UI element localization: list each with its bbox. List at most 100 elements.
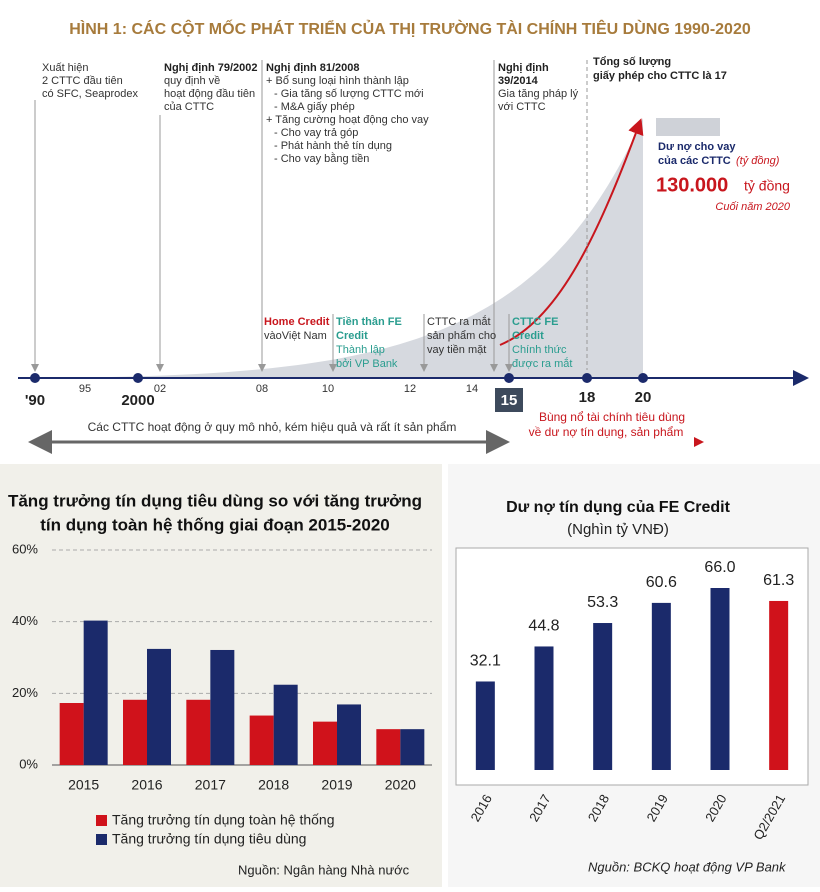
event-text: Gia tăng pháp lý <box>498 88 579 100</box>
event-text: với CTTC <box>498 101 546 113</box>
debt-label: Dư nợ cho vay <box>658 141 736 153</box>
timeline-dots <box>30 373 648 383</box>
event-text: - M&A giấy phép <box>274 101 355 113</box>
bar <box>769 600 789 770</box>
event-heading: Tiền thân FE <box>336 316 402 328</box>
x-tick-label: 2017 <box>195 777 226 793</box>
event-text: - Gia tăng số lượng CTTC mới <box>274 88 424 100</box>
y-tick-label: 40% <box>12 613 38 628</box>
event-text: quy định về <box>164 75 220 87</box>
bar <box>59 703 84 765</box>
year-label: 20 <box>635 389 652 406</box>
event-arrows <box>31 60 588 372</box>
value-label: 44.8 <box>528 618 559 635</box>
x-tick-label: 2019 <box>321 777 352 793</box>
value-label: 32.1 <box>470 653 501 670</box>
bar <box>186 699 211 765</box>
bar <box>534 646 554 770</box>
x-tick-label: 2016 <box>131 777 162 793</box>
bar <box>400 729 425 765</box>
source: Nguồn: Ngân hàng Nhà nước <box>238 862 410 877</box>
y-tick-label: 60% <box>12 541 38 556</box>
year-label: 10 <box>322 383 334 395</box>
event-text: + Bổ sung loại hình thành lập <box>266 75 409 87</box>
event-text: sản phẩm cho <box>427 330 496 342</box>
event-text: của CTTC <box>164 101 214 113</box>
event-text: vay tiền mặt <box>427 344 486 356</box>
year-box <box>495 388 523 412</box>
bar <box>313 721 337 765</box>
year-label: 14 <box>466 383 478 395</box>
year-label: 15 <box>501 392 518 409</box>
phase-text: về dư nợ tín dụng, sản phẩm <box>529 425 684 439</box>
value-label: 61.3 <box>763 572 794 589</box>
debt-unit: (tỷ đồng) <box>736 155 780 167</box>
event-text: vàoViệt Nam <box>264 330 327 342</box>
event-text: Xuất hiện <box>42 62 88 74</box>
arrow-head <box>694 437 704 447</box>
event-text: - Phát hành thẻ tín dụng <box>274 140 392 152</box>
x-tick-label: 2020 <box>385 777 416 793</box>
event-text: 2 CTTC đầu tiên <box>42 75 123 87</box>
value-label: 66.0 <box>704 559 735 576</box>
debt-amount-unit: tỷ đồng <box>744 178 790 194</box>
debt-amount: 130.000 <box>656 174 728 196</box>
event-heading: giấy phép cho CTTC là 17 <box>593 70 727 82</box>
area-shape <box>35 118 643 378</box>
event-text: hoạt động đầu tiên <box>164 88 255 100</box>
year-label: 02 <box>154 383 166 395</box>
bar <box>83 620 108 765</box>
event-heading: Home Credit <box>264 316 330 328</box>
bar <box>249 715 274 765</box>
event-heading: CTTC FE <box>512 316 558 328</box>
bar <box>475 681 495 770</box>
event-heading: Nghị định 79/2002 <box>164 62 258 74</box>
event-heading: 39/2014 <box>498 75 539 87</box>
year-label: 18 <box>579 389 596 406</box>
debt-note: Cuối năm 2020 <box>715 201 790 213</box>
source: Nguồn: BCKQ hoạt động VP Bank <box>588 859 787 874</box>
event-text: - Cho vay trả góp <box>274 127 358 139</box>
bar <box>593 623 613 770</box>
event-text: CTTC ra mắt <box>427 315 491 328</box>
event-heading: Nghị định 81/2008 <box>266 62 360 74</box>
year-label: 12 <box>404 383 416 395</box>
bar <box>710 588 730 770</box>
chart-title: Tăng trưởng tín dụng tiêu dùng so với tă… <box>8 491 422 510</box>
event-text: + Tăng cường hoạt động cho vay <box>266 114 429 126</box>
event-top: Xuất hiện 2 CTTC đầu tiên có SFC, Seapro… <box>42 56 727 165</box>
y-tick-label: 20% <box>12 685 38 700</box>
event-text: - Cho vay bằng tiền <box>274 152 369 165</box>
event-text: có SFC, Seaprodex <box>42 88 138 100</box>
x-tick-label: 2015 <box>68 777 99 793</box>
event-text: được ra mắt <box>512 357 572 370</box>
legend-label: Tăng trưởng tín dụng toàn hệ thống <box>112 812 335 828</box>
year-label: 08 <box>256 383 268 395</box>
bar <box>210 649 235 765</box>
event-heading: Credit <box>336 330 368 342</box>
event-text: Thành lập <box>336 344 385 356</box>
chart-subtitle: (Nghìn tỷ VNĐ) <box>567 521 669 538</box>
growth-curve <box>499 118 644 346</box>
charts: Tăng trưởng tín dụng tiêu dùng so với tă… <box>8 491 794 877</box>
legend-label: Tăng trưởng tín dụng tiêu dùng <box>112 831 306 847</box>
debt-label: của các CTTC <box>658 155 731 167</box>
legend-swatch <box>656 118 720 136</box>
bar <box>147 648 171 765</box>
year-label: 95 <box>79 383 91 395</box>
event-text: Chính thức <box>512 344 567 356</box>
plot-frame <box>455 547 809 786</box>
main-title: HÌNH 1: CÁC CỘT MỐC PHÁT TRIỂN CỦA THỊ T… <box>69 18 751 38</box>
bar <box>273 684 298 765</box>
bar <box>651 602 671 770</box>
bar <box>123 699 147 765</box>
phase-text: Các CTTC hoạt động ở quy mô nhỏ, kém hiệ… <box>88 420 457 434</box>
y-tick-label: 0% <box>19 756 38 771</box>
event-bottom: Home Credit vàoViệt Nam Tiền thân FE Cre… <box>264 315 572 370</box>
event-text: bởi VP Bank <box>336 358 398 370</box>
bar <box>337 704 361 765</box>
value-label: 53.3 <box>587 594 618 611</box>
chart-title: tín dụng toàn hệ thống giai đoạn 2015-20… <box>40 515 389 534</box>
